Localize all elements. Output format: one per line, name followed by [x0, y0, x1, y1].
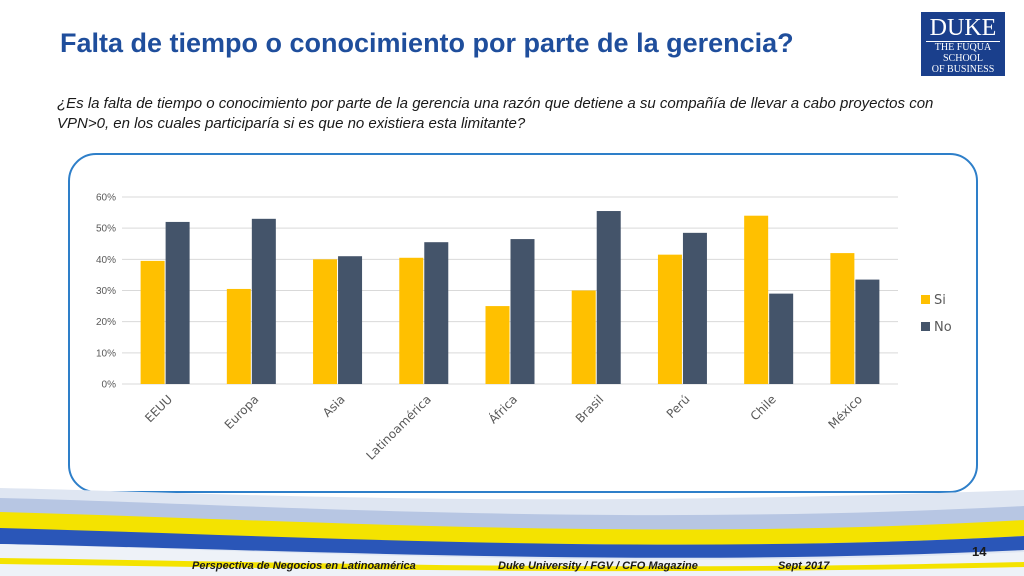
x-tick-label: Asia [320, 392, 348, 420]
legend-label-si: Si [934, 293, 946, 308]
bar-si-7 [744, 215, 769, 384]
x-tick-label: África [485, 392, 520, 427]
survey-question: ¿Es la falta de tiempo o conocimiento po… [57, 95, 934, 132]
bar-no-3 [424, 242, 449, 384]
x-tick-label: EEUU [142, 392, 175, 425]
duke-fuqua-logo: DUKE THE FUQUA SCHOOL OF BUSINESS [921, 12, 1005, 76]
bar-no-2 [338, 256, 363, 384]
x-tick-label: Latinoamérica [363, 392, 433, 462]
bar-si-2 [313, 259, 338, 384]
x-tick-label: Chile [748, 392, 779, 423]
bar-si-5 [571, 290, 596, 384]
bar-si-6 [657, 254, 682, 384]
bar-no-1 [251, 218, 276, 384]
y-tick-label: 30% [96, 286, 116, 297]
y-tick-label: 50% [96, 224, 116, 235]
y-tick-label: 40% [96, 255, 116, 266]
legend-swatch-no [921, 322, 930, 331]
x-tick-label: Europa [222, 392, 262, 432]
bar-no-5 [596, 211, 621, 384]
bar-si-0 [140, 260, 165, 384]
y-tick-label: 20% [96, 317, 116, 328]
bar-si-1 [226, 288, 251, 384]
slide-title: Falta de tiempo o conocimiento por parte… [60, 28, 794, 58]
bar-no-4 [510, 239, 535, 384]
footer-right-text: Sept 2017 [778, 560, 830, 572]
bar-no-7 [769, 293, 794, 384]
x-tick-label: Perú [664, 392, 693, 421]
y-tick-label: 60% [96, 193, 116, 204]
legend-swatch-si [921, 295, 930, 304]
y-tick-label: 0% [102, 380, 117, 391]
footer-left-text: Perspectiva de Negocios en Latinoamérica [192, 560, 416, 572]
logo-line-2: THE FUQUA [934, 42, 992, 53]
bar-no-6 [682, 232, 707, 384]
x-tick-label: México [825, 392, 865, 432]
footer-center-text: Duke University / FGV / CFO Magazine [498, 560, 698, 572]
logo-line-4: OF BUSINESS [931, 64, 995, 75]
y-tick-label: 10% [96, 348, 116, 359]
bar-si-8 [830, 253, 855, 384]
legend-label-no: No [934, 320, 952, 335]
x-tick-label: Brasil [573, 392, 607, 426]
bar-no-0 [165, 221, 190, 384]
logo-duke-text: DUKE [926, 15, 1000, 42]
footer-decoration [0, 488, 1024, 576]
page-number: 14 [972, 544, 987, 559]
bar-si-4 [485, 306, 510, 384]
logo-line-3: SCHOOL [942, 53, 983, 64]
bar-si-3 [399, 257, 424, 384]
bar-no-8 [855, 279, 880, 384]
